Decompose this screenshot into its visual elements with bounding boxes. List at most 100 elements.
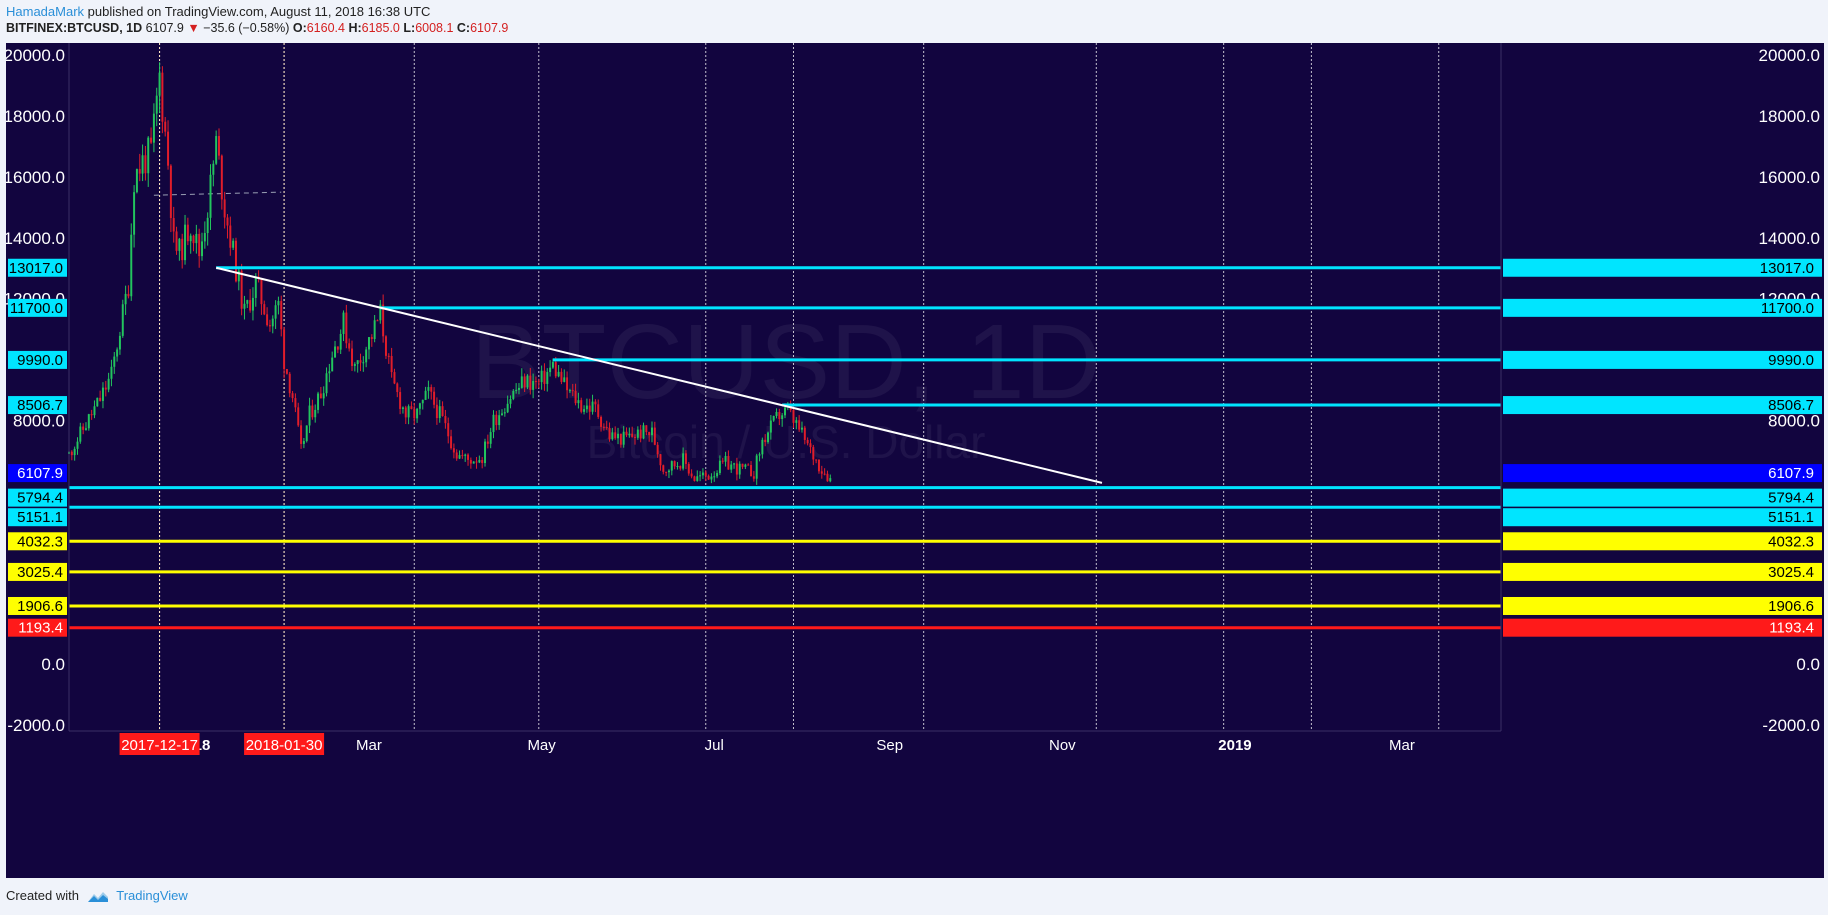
candle-body: [232, 240, 235, 248]
price-change: −35.6 (−0.58%): [203, 21, 290, 35]
candle-body: [628, 433, 631, 436]
candle-body: [404, 407, 407, 418]
candle-body: [583, 409, 586, 412]
candle-body: [566, 377, 569, 391]
candle-body: [158, 72, 161, 96]
candle-body: [113, 356, 116, 367]
candle-body: [218, 136, 220, 156]
candle-body: [167, 131, 170, 166]
candle-body: [543, 370, 546, 384]
candle-body: [517, 387, 520, 390]
candle-body: [209, 174, 212, 218]
candle-body: [769, 420, 772, 433]
candle-body: [506, 403, 509, 413]
candle-body: [220, 155, 223, 200]
candle-body: [370, 337, 373, 339]
level-label-left: 11700.0: [10, 300, 63, 317]
candle-body: [410, 406, 413, 410]
candle-body: [716, 473, 719, 477]
candle-body: [384, 336, 387, 356]
candle-body: [135, 169, 138, 193]
candle-body: [150, 137, 153, 143]
candle-body: [302, 441, 305, 444]
published-text: published on TradingView.com, August 11,…: [84, 4, 431, 19]
level-label-box-right: [1503, 562, 1822, 581]
candle-body: [478, 460, 481, 463]
y-tick-label-right: 16000.0: [1759, 168, 1820, 187]
candle-body: [532, 381, 535, 390]
candle-body: [184, 224, 187, 261]
candle-body: [648, 432, 651, 436]
candle-body: [175, 231, 178, 251]
candle-body: [501, 413, 503, 416]
candle-body: [430, 387, 433, 392]
price-chart[interactable]: BTCUSD, 1D Bitcoin / U.S. Dollar 20000.0…: [6, 43, 1824, 878]
y-tick-label-left: -2000.0: [7, 716, 65, 735]
candle-body: [795, 420, 798, 423]
high-value: 6185.0: [361, 21, 400, 35]
candle-body: [152, 113, 155, 143]
level-label-right: 8506.7: [1768, 397, 1814, 414]
candle-body: [359, 360, 362, 363]
candle-body: [234, 240, 237, 282]
level-label-box-left: [8, 562, 67, 581]
candle-body: [110, 366, 113, 379]
tradingview-logo-icon: [87, 891, 108, 902]
candle-body: [407, 406, 410, 418]
trendline: [215, 266, 1103, 484]
candle-body: [82, 426, 85, 430]
x-tick-label: May: [527, 737, 556, 754]
author-link[interactable]: HamadaMark: [6, 4, 85, 19]
x-tick-label: Mar: [1389, 737, 1415, 754]
level-label-right: 1906.6: [1768, 598, 1814, 615]
candle-body: [416, 408, 419, 419]
candle-body: [696, 476, 699, 481]
date-badge-label: 2018-01-30: [246, 737, 323, 754]
candle-body: [447, 423, 450, 437]
watermark-description: Bitcoin / U.S. Dollar: [587, 416, 986, 468]
candle-body: [96, 397, 99, 407]
x-tick-label: Mar: [356, 737, 382, 754]
level-label-box-right: [1503, 508, 1822, 527]
candle-body: [781, 415, 784, 420]
candle-body: [815, 459, 818, 461]
candle-body: [806, 439, 809, 444]
candle-body: [730, 464, 733, 470]
candle-body: [693, 476, 696, 481]
y-tick-label-right: 0.0: [1796, 655, 1820, 674]
level-label-right: 5794.4: [1768, 490, 1814, 507]
level-label-box-left: [8, 464, 67, 483]
candle-body: [653, 427, 656, 445]
descending-trendline[interactable]: [215, 266, 1103, 484]
candle-body: [636, 429, 639, 438]
candle-body: [642, 425, 645, 439]
publish-line: HamadaMark published on TradingView.com,…: [6, 3, 1826, 20]
candle-body: [464, 454, 467, 456]
candle-body: [764, 439, 767, 443]
candle-body: [458, 455, 461, 459]
candle-body: [492, 414, 495, 433]
candlesticks: [68, 62, 832, 485]
candle-body: [639, 429, 642, 439]
level-label-box-right: [1503, 596, 1822, 615]
candle-body: [515, 389, 518, 391]
candle-body: [351, 348, 353, 366]
candle-body: [271, 318, 274, 327]
candle-body: [189, 235, 192, 242]
y-tick-label-left: 18000.0: [6, 107, 65, 126]
candle-body: [418, 403, 421, 409]
candle-body: [70, 451, 73, 456]
date-badge: [244, 733, 325, 755]
level-label-box-right: [1503, 258, 1822, 277]
candle-body: [413, 409, 416, 419]
candle-body: [401, 407, 404, 409]
date-badge: [119, 733, 200, 755]
x-tick-label: Sep: [876, 737, 903, 754]
candle-body: [76, 441, 79, 449]
chart-footer: Created with TradingView: [6, 888, 188, 904]
candle-body: [469, 459, 472, 464]
candle-body: [792, 409, 795, 423]
candle-body: [738, 463, 741, 475]
candle-body: [744, 464, 747, 467]
tradingview-brand-link[interactable]: TradingView: [116, 888, 188, 903]
